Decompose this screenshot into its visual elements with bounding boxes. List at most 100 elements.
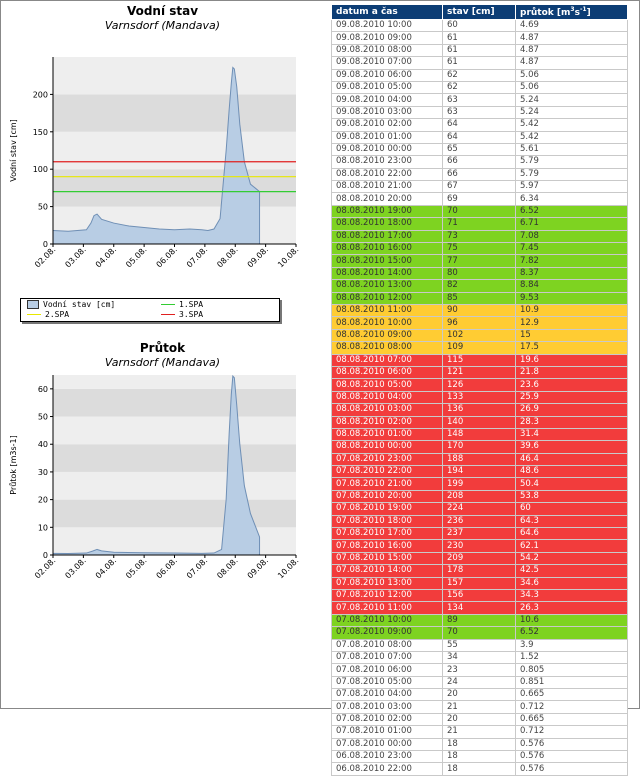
cell-stav: 134 xyxy=(442,601,516,615)
cell-stav: 96 xyxy=(442,316,516,330)
cell-datum: 08.08.2010 13:00 xyxy=(331,279,443,293)
table-row: 08.08.2010 21:00 67 5.97 xyxy=(331,180,628,194)
cell-stav: 188 xyxy=(442,452,516,467)
cell-stav: 66 xyxy=(442,167,516,182)
plot-band xyxy=(53,416,296,445)
cell-stav: 199 xyxy=(442,477,516,491)
table-row: 08.08.2010 05:00 126 23.6 xyxy=(331,378,628,392)
cell-prutok: 0.851 xyxy=(515,675,628,690)
cell-datum: 08.08.2010 17:00 xyxy=(331,229,443,244)
cell-datum: 08.08.2010 18:00 xyxy=(331,217,443,231)
table-row: 07.08.2010 15:00 209 54.2 xyxy=(331,551,628,566)
legend-item-spa3: 3.SPA xyxy=(161,310,203,320)
cell-stav: 69 xyxy=(442,192,516,206)
cell-stav: 80 xyxy=(442,266,516,281)
y-tick-label: 30 xyxy=(38,468,48,477)
plot-band xyxy=(53,375,296,389)
cell-datum: 08.08.2010 22:00 xyxy=(331,167,443,182)
cell-datum: 08.08.2010 19:00 xyxy=(331,204,443,219)
y-tick-label: 150 xyxy=(33,128,48,137)
chart2-subtitle: Varnsdorf (Mandava) xyxy=(104,356,221,369)
cell-datum: 08.08.2010 10:00 xyxy=(331,316,443,330)
cell-stav: 60 xyxy=(442,18,516,33)
cell-prutok: 0.712 xyxy=(515,725,628,739)
cell-prutok: 39.6 xyxy=(515,440,628,454)
x-tick-label: 08.08. xyxy=(215,245,239,269)
y-tick-label: 200 xyxy=(33,90,48,99)
cell-prutok: 3.9 xyxy=(515,638,628,652)
cell-stav: 23 xyxy=(442,663,516,677)
x-tick-label: 07.08. xyxy=(185,245,209,269)
table-row: 06.08.2010 23:00 18 0.576 xyxy=(331,750,628,764)
cell-prutok: 60 xyxy=(515,502,628,516)
table-row: 07.08.2010 03:00 21 0.712 xyxy=(331,700,628,714)
table-row: 09.08.2010 04:00 63 5.24 xyxy=(331,93,628,107)
cell-datum: 07.08.2010 18:00 xyxy=(331,514,443,529)
table-row: 07.08.2010 09:00 70 6.52 xyxy=(331,626,628,640)
cell-datum: 08.08.2010 15:00 xyxy=(331,254,443,268)
cell-prutok: 31.4 xyxy=(515,427,628,442)
y-tick-label: 0 xyxy=(43,240,48,249)
cell-stav: 21 xyxy=(442,700,516,714)
series-line-0 xyxy=(52,66,261,244)
cell-prutok: 26.9 xyxy=(515,403,628,417)
cell-stav: 73 xyxy=(442,229,516,244)
cell-datum: 07.08.2010 07:00 xyxy=(331,650,443,665)
cell-prutok: 5.24 xyxy=(515,105,628,120)
table-row: 08.08.2010 20:00 69 6.34 xyxy=(331,192,628,206)
cell-prutok: 1.52 xyxy=(515,650,628,665)
table-row: 09.08.2010 09:00 61 4.87 xyxy=(331,31,628,45)
table-row: 08.08.2010 22:00 66 5.79 xyxy=(331,167,628,182)
cell-stav: 178 xyxy=(442,564,516,578)
cell-datum: 07.08.2010 01:00 xyxy=(331,725,443,739)
cell-prutok: 10.9 xyxy=(515,303,628,318)
cell-stav: 67 xyxy=(442,180,516,194)
cell-stav: 61 xyxy=(442,56,516,70)
x-tick-label: 07.08. xyxy=(185,556,209,580)
table-row: 08.08.2010 14:00 80 8.37 xyxy=(331,266,628,281)
cell-stav: 89 xyxy=(442,613,516,628)
cell-datum: 07.08.2010 12:00 xyxy=(331,588,443,603)
plot-band xyxy=(53,94,296,132)
cell-prutok: 5.06 xyxy=(515,68,628,82)
cell-prutok: 6.52 xyxy=(515,204,628,219)
cell-datum: 07.08.2010 09:00 xyxy=(331,626,443,640)
table-row: 07.08.2010 05:00 24 0.851 xyxy=(331,675,628,690)
table-row: 07.08.2010 11:00 134 26.3 xyxy=(331,601,628,615)
cell-datum: 07.08.2010 14:00 xyxy=(331,564,443,578)
table-row: 07.08.2010 07:00 34 1.52 xyxy=(331,650,628,665)
cell-datum: 08.08.2010 06:00 xyxy=(331,365,443,380)
cell-datum: 08.08.2010 07:00 xyxy=(331,353,443,367)
cell-prutok: 7.82 xyxy=(515,254,628,268)
table-row: 09.08.2010 10:00 60 4.69 xyxy=(331,18,628,33)
cell-stav: 148 xyxy=(442,427,516,442)
cell-stav: 21 xyxy=(442,725,516,739)
legend-label-spa2: 2.SPA xyxy=(45,310,70,319)
cell-datum: 07.08.2010 23:00 xyxy=(331,452,443,467)
chart1-title: Vodní stav xyxy=(126,4,199,18)
y-tick-label: 50 xyxy=(38,413,48,422)
cell-datum: 08.08.2010 04:00 xyxy=(331,390,443,405)
table-row: 08.08.2010 10:00 96 12.9 xyxy=(331,316,628,330)
table-row: 08.08.2010 17:00 73 7.08 xyxy=(331,229,628,244)
cell-stav: 55 xyxy=(442,638,516,652)
cell-prutok: 5.61 xyxy=(515,142,628,157)
table-row: 07.08.2010 16:00 230 62.1 xyxy=(331,539,628,553)
cell-datum: 08.08.2010 14:00 xyxy=(331,266,443,281)
cell-stav: 133 xyxy=(442,390,516,405)
cell-stav: 18 xyxy=(442,762,516,776)
table-row: 09.08.2010 08:00 61 4.87 xyxy=(331,43,628,58)
cell-stav: 20 xyxy=(442,688,516,702)
cell-stav: 102 xyxy=(442,328,516,343)
table-row: 08.08.2010 08:00 109 17.5 xyxy=(331,341,628,355)
cell-stav: 157 xyxy=(442,576,516,590)
x-tick-label: 10.08. xyxy=(276,556,300,580)
cell-stav: 63 xyxy=(442,105,516,120)
table-row: 07.08.2010 08:00 55 3.9 xyxy=(331,638,628,652)
cell-stav: 70 xyxy=(442,204,516,219)
cell-datum: 08.08.2010 20:00 xyxy=(331,192,443,206)
legend-swatch-spa3 xyxy=(161,314,175,315)
cell-stav: 156 xyxy=(442,588,516,603)
x-tick-label: 03.08. xyxy=(63,245,87,269)
cell-prutok: 23.6 xyxy=(515,378,628,392)
